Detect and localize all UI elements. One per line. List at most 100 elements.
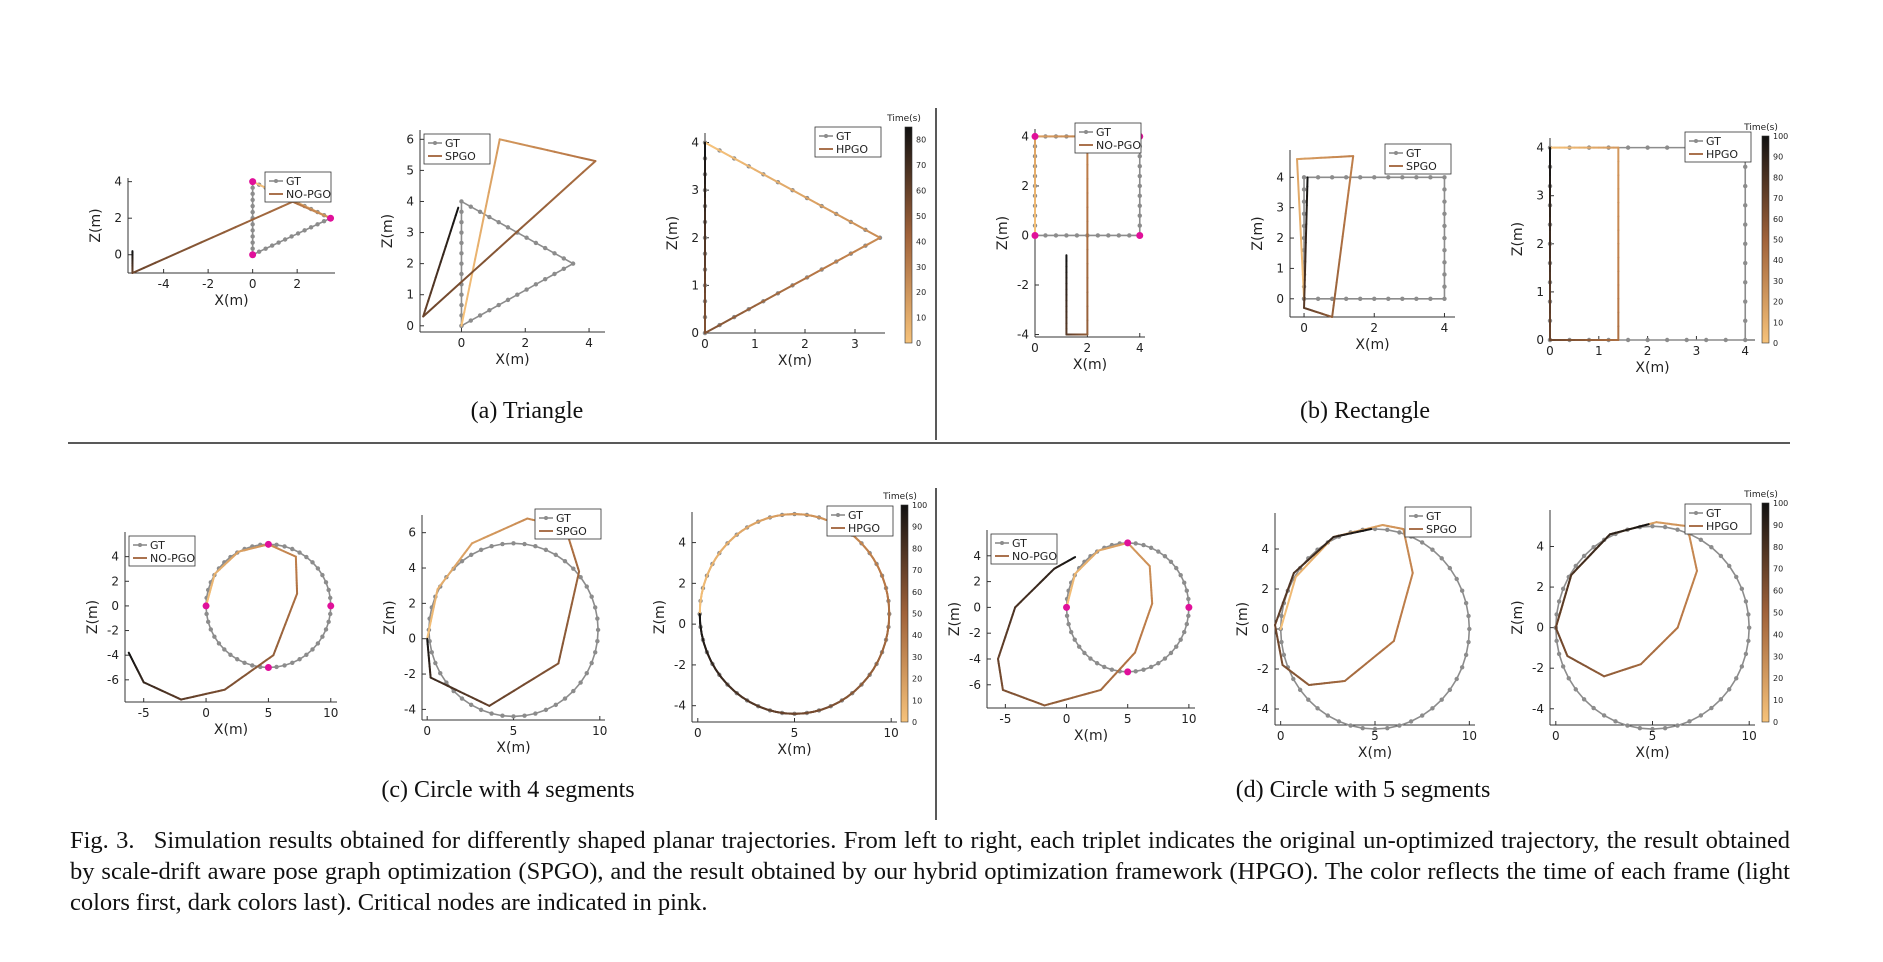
y-tick-label: -2	[1532, 661, 1544, 675]
gt-node-marker	[1358, 296, 1363, 301]
estimated-trajectory-segment	[437, 261, 442, 271]
y-tick-label: -4	[1257, 702, 1269, 716]
colorbar-tick-label: 20	[916, 288, 926, 297]
gt-node-marker	[1664, 337, 1670, 343]
colorbar-tick-label: 50	[916, 212, 926, 221]
x-axis-label: X(m)	[1635, 745, 1669, 761]
gt-node-marker	[1386, 296, 1391, 301]
gt-node-marker	[1739, 586, 1745, 592]
gt-node-marker	[1459, 665, 1465, 670]
figure-caption: Fig. 3. Simulation results obtained for …	[70, 825, 1790, 918]
colorbar-tick-label: 80	[916, 136, 926, 145]
estimated-trajectory-segment	[561, 636, 566, 645]
critical-node-marker	[1031, 132, 1039, 140]
gt-node-marker	[468, 318, 473, 323]
gt-node-marker	[1182, 580, 1187, 585]
gt-node-marker	[1162, 656, 1168, 661]
gt-node-marker	[1718, 697, 1724, 702]
gt-node-marker	[1137, 193, 1142, 199]
estimated-trajectory-segment	[471, 259, 486, 274]
y-tick-label: -4	[404, 702, 416, 716]
gt-node-marker	[1297, 687, 1303, 693]
estimated-trajectory-segment	[493, 151, 499, 167]
estimated-trajectory-segment	[766, 175, 781, 185]
estimated-trajectory-segment	[716, 318, 731, 328]
gt-node-marker	[204, 611, 209, 617]
gt-node-marker	[1186, 596, 1191, 602]
gt-node-marker	[469, 702, 474, 708]
y-tick-label: 4	[691, 136, 699, 150]
x-tick-label: 5	[791, 726, 799, 740]
x-tick-label: 0	[1552, 729, 1560, 743]
y-tick-label: 6	[406, 132, 414, 146]
x-tick-label: 2	[1370, 321, 1378, 335]
gt-node-marker	[1442, 175, 1447, 180]
colorbar-tick-label: 50	[1773, 609, 1783, 618]
estimated-trajectory-segment	[729, 155, 744, 164]
colorbar-tick-label: 100	[1773, 499, 1788, 508]
gt-node-marker	[1400, 296, 1405, 301]
y-tick-label: 2	[1021, 179, 1029, 193]
estimated-trajectory-segment	[841, 216, 856, 226]
gt-node-marker	[1053, 233, 1059, 238]
gt-node-marker	[1141, 542, 1146, 548]
y-tick-label: -4	[969, 652, 981, 666]
gt-node-marker	[1746, 625, 1752, 630]
gt-node-marker	[1281, 652, 1287, 658]
y-axis-label: Z(m)	[1510, 222, 1526, 256]
y-tick-label: 0	[114, 248, 122, 262]
x-tick-label: 0	[458, 336, 466, 350]
gt-node-marker	[478, 547, 484, 553]
gt-node-marker	[1137, 173, 1142, 179]
estimated-trajectory-segment	[471, 258, 477, 274]
gt-node-marker	[1727, 563, 1732, 569]
y-axis-label: Z(m)	[947, 602, 963, 636]
x-tick-label: 4	[585, 336, 593, 350]
gt-node-marker	[1727, 687, 1732, 692]
estimated-trajectory-segment	[234, 221, 248, 229]
estimated-trajectory-segment	[704, 141, 719, 151]
y-tick-label: 6	[408, 526, 416, 540]
x-tick-label: 4	[1136, 341, 1144, 355]
estimated-trajectory-segment	[741, 161, 756, 171]
x-tick-label: 5	[1649, 729, 1657, 743]
gt-node-marker	[1279, 613, 1284, 619]
y-tick-label: 2	[408, 596, 416, 610]
estimated-trajectory-segment	[1301, 267, 1305, 280]
estimated-trajectory-segment	[257, 210, 271, 219]
x-tick-label: 0	[249, 277, 257, 291]
estimated-trajectory-segment	[1300, 237, 1303, 250]
estimated-trajectory-segment	[573, 155, 583, 159]
gt-node-marker	[1109, 667, 1115, 672]
legend-gt-label: GT	[1706, 135, 1721, 148]
gt-node-marker	[1625, 145, 1631, 150]
colorbar-tick-label: 90	[1773, 153, 1783, 162]
legend-box	[1684, 503, 1752, 535]
gt-trajectory-line	[460, 200, 575, 327]
y-axis-label: Z(m)	[380, 214, 396, 248]
gt-node-marker	[459, 219, 464, 225]
estimated-trajectory-segment	[526, 144, 535, 149]
gt-node-marker	[1076, 644, 1082, 649]
gt-node-marker	[1329, 175, 1335, 180]
critical-node-marker	[327, 602, 335, 610]
gt-node-marker	[1156, 661, 1161, 666]
gt-node-marker	[1430, 547, 1435, 552]
subcaption-c: (c) Circle with 4 segments	[381, 777, 634, 803]
estimated-trajectory-segment	[557, 655, 561, 665]
gt-node-marker	[1408, 719, 1414, 724]
gt-node-marker	[1442, 199, 1447, 204]
colorbar	[1761, 502, 1770, 723]
gt-node-marker	[511, 714, 516, 719]
x-tick-label: 0	[701, 337, 709, 351]
gt-node-marker	[1442, 211, 1447, 216]
gt-node-marker	[1174, 644, 1179, 649]
colorbar-tick-label: 40	[1773, 256, 1783, 265]
